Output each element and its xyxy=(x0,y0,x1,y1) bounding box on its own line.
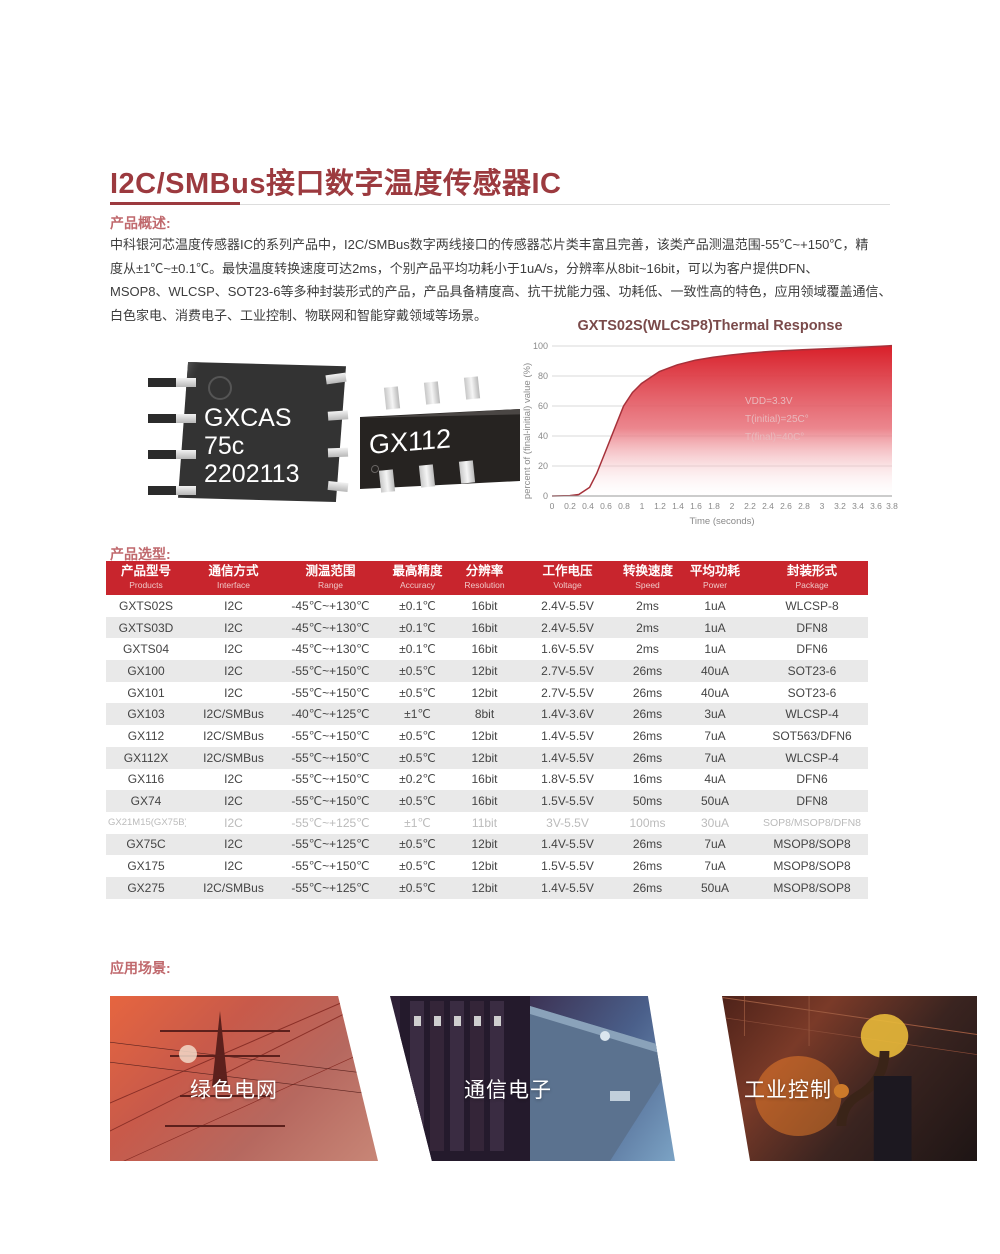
svg-text:40: 40 xyxy=(538,431,548,441)
svg-text:T(initial)=25C°: T(initial)=25C° xyxy=(745,414,809,425)
svg-text:0.6: 0.6 xyxy=(600,501,612,511)
svg-text:0.2: 0.2 xyxy=(564,501,576,511)
svg-text:0.4: 0.4 xyxy=(582,501,594,511)
svg-text:1: 1 xyxy=(640,501,645,511)
svg-text:60: 60 xyxy=(538,401,548,411)
svg-text:VDD=3.3V: VDD=3.3V xyxy=(745,396,793,407)
svg-text:2.6: 2.6 xyxy=(780,501,792,511)
svg-text:2.4: 2.4 xyxy=(762,501,774,511)
svg-text:2.8: 2.8 xyxy=(798,501,810,511)
svg-text:3: 3 xyxy=(820,501,825,511)
svg-text:1.8: 1.8 xyxy=(708,501,720,511)
svg-text:1.6: 1.6 xyxy=(690,501,702,511)
svg-text:3.6: 3.6 xyxy=(870,501,882,511)
svg-text:3.2: 3.2 xyxy=(834,501,846,511)
svg-text:20: 20 xyxy=(538,461,548,471)
svg-text:0: 0 xyxy=(543,491,548,501)
svg-text:3.4: 3.4 xyxy=(852,501,864,511)
svg-text:0: 0 xyxy=(550,501,555,511)
svg-text:2.2: 2.2 xyxy=(744,501,756,511)
svg-text:T(final)=40C°: T(final)=40C° xyxy=(745,432,804,443)
svg-text:2: 2 xyxy=(730,501,735,511)
svg-text:3.8: 3.8 xyxy=(886,501,898,511)
svg-text:percent of (final-initial) val: percent of (final-initial) value (%) xyxy=(522,363,533,499)
svg-text:Time (seconds): Time (seconds) xyxy=(689,516,754,527)
svg-text:80: 80 xyxy=(538,371,548,381)
svg-text:1.2: 1.2 xyxy=(654,501,666,511)
svg-text:0.8: 0.8 xyxy=(618,501,630,511)
svg-text:1.4: 1.4 xyxy=(672,501,684,511)
svg-text:100: 100 xyxy=(533,341,548,351)
